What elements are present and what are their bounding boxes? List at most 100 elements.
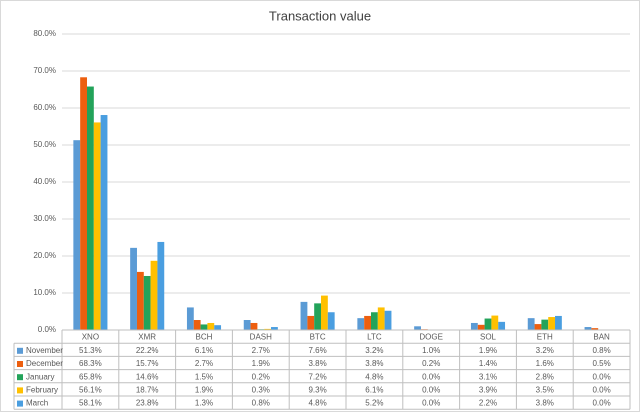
bar bbox=[477, 324, 485, 330]
table-value: 1.4% bbox=[479, 359, 497, 368]
y-tick-label: 0.0% bbox=[38, 325, 56, 334]
table-value: 3.5% bbox=[536, 386, 554, 395]
y-tick-label: 40.0% bbox=[33, 177, 56, 186]
x-tick-label: DOGE bbox=[419, 333, 443, 342]
x-tick-label: ETH bbox=[537, 333, 553, 342]
table-value: 15.7% bbox=[136, 359, 159, 368]
bar bbox=[100, 115, 108, 330]
bar bbox=[264, 328, 272, 330]
y-tick-label: 50.0% bbox=[33, 140, 56, 149]
table-value: 3.9% bbox=[479, 386, 497, 395]
table-value: 14.6% bbox=[136, 372, 159, 381]
x-tick-label: XMR bbox=[138, 333, 156, 342]
legend-key bbox=[17, 400, 23, 407]
table-value: 6.1% bbox=[195, 346, 213, 355]
bar bbox=[541, 319, 549, 330]
table-value: 0.0% bbox=[592, 372, 610, 381]
legend-label: November bbox=[26, 346, 63, 355]
bar bbox=[527, 318, 535, 330]
chart-title: Transaction value bbox=[269, 8, 371, 23]
table-value: 1.9% bbox=[479, 346, 497, 355]
bar bbox=[243, 320, 251, 330]
table-value: 22.2% bbox=[136, 346, 159, 355]
table-value: 0.0% bbox=[592, 399, 610, 408]
x-tick-label: BAN bbox=[593, 333, 610, 342]
bar bbox=[93, 122, 101, 331]
table-value: 68.3% bbox=[79, 359, 102, 368]
table-value: 3.8% bbox=[308, 359, 326, 368]
bar bbox=[157, 241, 165, 330]
bar bbox=[555, 315, 562, 330]
table-value: 3.2% bbox=[365, 346, 383, 355]
table-value: 18.7% bbox=[136, 386, 159, 395]
table-value: 0.0% bbox=[422, 386, 440, 395]
table-value: 0.8% bbox=[252, 399, 270, 408]
table-value: 4.8% bbox=[365, 372, 383, 381]
y-tick-label: 20.0% bbox=[33, 251, 56, 260]
bar bbox=[384, 310, 392, 330]
table-value: 1.9% bbox=[195, 386, 213, 395]
table-value: 0.5% bbox=[592, 359, 610, 368]
bar bbox=[370, 312, 378, 330]
y-tick-label: 60.0% bbox=[33, 103, 56, 112]
bar bbox=[591, 328, 599, 330]
table-value: 2.7% bbox=[195, 359, 213, 368]
table-value: 3.2% bbox=[536, 346, 554, 355]
table-value: 1.0% bbox=[422, 346, 440, 355]
bar bbox=[357, 318, 365, 330]
bar bbox=[186, 307, 194, 330]
bar bbox=[250, 322, 258, 330]
bar bbox=[207, 322, 215, 330]
x-tick-label: XNO bbox=[82, 333, 99, 342]
table-value: 1.6% bbox=[536, 359, 554, 368]
legend-key bbox=[17, 387, 23, 394]
bar bbox=[584, 327, 592, 330]
bar bbox=[307, 315, 315, 330]
bar bbox=[314, 303, 322, 330]
table-value: 3.1% bbox=[479, 372, 497, 381]
table-value: 0.2% bbox=[422, 359, 440, 368]
table-value: 65.8% bbox=[79, 372, 102, 381]
y-tick-label: 10.0% bbox=[33, 288, 56, 297]
bar bbox=[214, 325, 222, 330]
bar bbox=[193, 320, 201, 330]
table-value: 4.8% bbox=[308, 399, 326, 408]
bar bbox=[534, 324, 542, 330]
table-value: 2.7% bbox=[252, 346, 270, 355]
bar bbox=[377, 307, 385, 330]
table-value: 2.2% bbox=[479, 399, 497, 408]
table-value: 23.8% bbox=[136, 399, 159, 408]
bar bbox=[300, 301, 308, 330]
bar bbox=[200, 324, 208, 330]
x-tick-label: SOL bbox=[480, 333, 497, 342]
table-value: 56.1% bbox=[79, 386, 102, 395]
table-value: 0.0% bbox=[422, 372, 440, 381]
table-value: 7.2% bbox=[308, 372, 326, 381]
legend-label: January bbox=[26, 372, 54, 381]
table-value: 6.1% bbox=[365, 386, 383, 395]
bar bbox=[136, 271, 144, 330]
table-value: 1.3% bbox=[195, 399, 213, 408]
table-value: 1.5% bbox=[195, 372, 213, 381]
bar bbox=[130, 247, 137, 330]
x-tick-label: DASH bbox=[250, 333, 272, 342]
table-value: 7.6% bbox=[308, 346, 326, 355]
bar bbox=[414, 326, 421, 330]
bar bbox=[327, 312, 335, 330]
table-value: 58.1% bbox=[79, 399, 102, 408]
x-tick-label: BCH bbox=[196, 333, 213, 342]
legend-key bbox=[17, 374, 23, 381]
table-value: 0.8% bbox=[592, 346, 610, 355]
y-tick-label: 80.0% bbox=[33, 29, 56, 38]
table-value: 0.0% bbox=[592, 386, 610, 395]
bar bbox=[470, 322, 478, 330]
x-tick-label: BTC bbox=[310, 333, 326, 342]
bar bbox=[491, 315, 499, 330]
table-value: 5.2% bbox=[365, 399, 383, 408]
table-value: 9.3% bbox=[308, 386, 326, 395]
legend-label: February bbox=[26, 386, 58, 395]
bar bbox=[86, 86, 94, 330]
legend-label: December bbox=[26, 359, 63, 368]
legend-key bbox=[17, 361, 23, 367]
